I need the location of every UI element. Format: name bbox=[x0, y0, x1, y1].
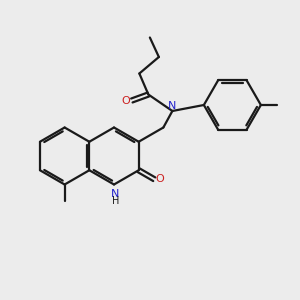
Text: O: O bbox=[122, 95, 130, 106]
Text: N: N bbox=[168, 100, 177, 111]
Text: H: H bbox=[112, 196, 119, 206]
Text: O: O bbox=[155, 174, 164, 184]
Text: N: N bbox=[111, 189, 120, 199]
